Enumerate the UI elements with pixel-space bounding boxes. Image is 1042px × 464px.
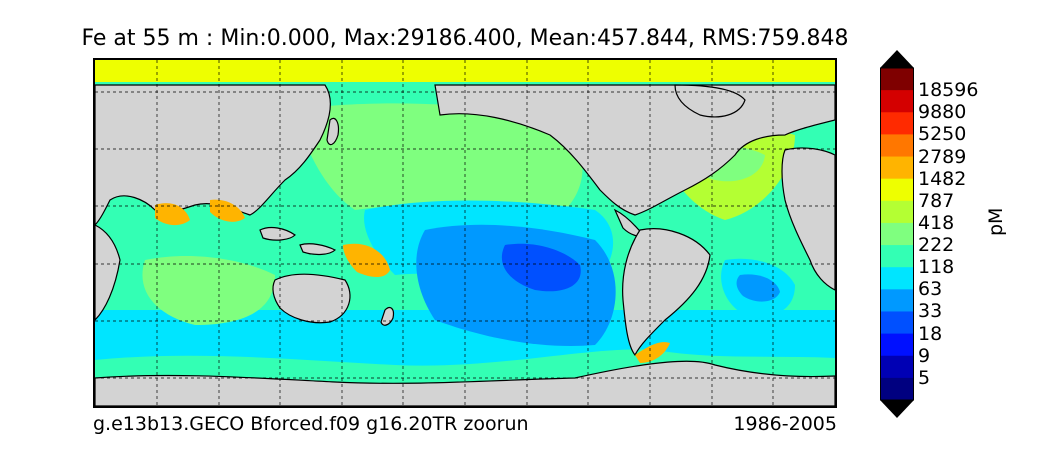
colorbar-segment — [880, 90, 914, 113]
colorbar-tick-label: 418 — [918, 211, 955, 234]
colorbar-under-arrow — [880, 400, 914, 418]
south-atlantic-core — [736, 274, 780, 302]
colorbar-segment — [880, 156, 914, 180]
plot-title: Fe at 55 m : Min:0.000, Max:29186.400, M… — [81, 26, 849, 51]
indian-ocean-field — [142, 255, 275, 325]
colorbar-segment — [880, 333, 914, 357]
africa-east-landmass — [95, 224, 121, 321]
colorbar-segment — [880, 222, 914, 246]
north-pacific-field — [295, 103, 583, 210]
colorbar-unit-label: pM — [985, 207, 1007, 236]
graticule — [95, 60, 835, 406]
arabian-sea-patch — [155, 203, 190, 226]
north-america-landmass — [434, 84, 835, 216]
colorbar-tick-label: 5 — [918, 366, 931, 389]
case-name-label: g.e13b13.GECO Bforced.f09 g16.20TR zooru… — [93, 413, 529, 435]
colorbar-segment — [880, 200, 914, 224]
colorbar-tick-label: 222 — [918, 234, 955, 257]
south-america-landmass — [622, 228, 711, 357]
greenland-landmass — [674, 84, 746, 118]
colorbar-tick-label: 787 — [918, 189, 955, 212]
colorbar-segment — [880, 178, 914, 202]
coral-sea-patch — [343, 243, 390, 277]
colorbar-tick-label: 18 — [918, 322, 943, 345]
colorbar-segment — [880, 112, 914, 135]
colorbar-segment — [880, 267, 914, 290]
patagonia-patch — [635, 342, 670, 363]
new-guinea-landmass — [299, 243, 337, 256]
colorbar-tick-label: 1482 — [918, 167, 967, 190]
colorbar — [880, 50, 914, 418]
map-svg — [95, 60, 835, 406]
south-pacific-core — [501, 243, 581, 292]
colorbar-tick-label: 18596 — [918, 79, 979, 102]
africa-west-landmass — [781, 147, 835, 291]
colorbar-segment — [880, 68, 914, 91]
colorbar-tick-label: 118 — [918, 256, 955, 279]
colorbar-tick-label: 33 — [918, 300, 943, 323]
colorbar-segment — [880, 355, 914, 379]
colorbar-tick-label: 5250 — [918, 123, 967, 146]
colorbar-tick-label: 63 — [918, 278, 943, 301]
australia-landmass — [272, 273, 351, 324]
colorbar-segment — [880, 289, 914, 312]
colorbar-segment — [880, 134, 914, 158]
colorbar-frame — [880, 67, 914, 401]
colorbar-segment — [880, 245, 914, 268]
colorbar-segment — [880, 311, 914, 335]
colorbar-tick-label: 9880 — [918, 101, 967, 124]
landmasses — [95, 84, 835, 406]
colorbar-over-arrow — [880, 50, 914, 68]
indonesia-landmass — [259, 226, 296, 241]
japan-landmass — [326, 117, 340, 146]
ocean-map — [93, 58, 837, 408]
colorbar-tick-label: 9 — [918, 344, 931, 367]
arctic-band — [95, 60, 835, 82]
colorbar-tick-label: 2789 — [918, 145, 967, 168]
years-label: 1986-2005 — [733, 413, 837, 435]
colorbar-segment — [880, 377, 914, 401]
